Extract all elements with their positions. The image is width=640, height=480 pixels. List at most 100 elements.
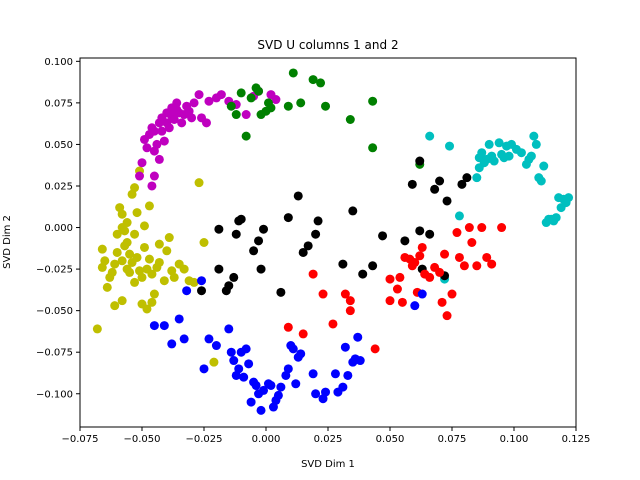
scatter-point [288,68,298,78]
scatter-point [348,206,358,216]
scatter-point [407,179,417,189]
scatter-point [454,252,464,262]
scatter-point [430,184,440,194]
scatter-point [526,151,536,161]
scatter-point [378,231,388,241]
scatter-point [385,274,395,284]
scatter-point [147,269,157,279]
scatter-point [504,151,514,161]
scatter-point [229,356,239,366]
plot-area [92,68,574,415]
scatter-point [214,224,224,234]
scatter-point [229,272,239,282]
scatter-point [296,98,306,108]
scatter-point [236,214,246,224]
scatter-point [244,359,254,369]
scatter-point [147,181,157,191]
scatter-point [425,272,435,282]
y-axis-label: SVD Dim 2 [2,215,13,269]
scatter-point [254,236,264,246]
y-tick-label: −0.050 [36,306,73,317]
scatter-point [472,261,482,271]
x-tick-label: 0.025 [314,434,343,445]
scatter-point [266,103,276,113]
scatter-point [328,319,338,329]
scatter-point [209,357,219,367]
scatter-point [345,306,355,316]
scatter-point [149,126,159,136]
scatter-point [130,277,140,287]
scatter-point [529,131,539,141]
scatter-point [316,78,326,88]
scatter-point [259,224,269,234]
scatter-point [92,324,102,334]
y-tick-label: 0.075 [44,98,73,109]
x-tick-label: −0.075 [61,434,98,445]
scatter-point [437,297,447,307]
scatter-point [112,229,122,239]
scatter-point [216,90,226,100]
scatter-point [397,297,407,307]
scatter-point [415,226,425,236]
scatter-point [162,246,172,256]
scatter-point [152,139,162,149]
scatter-point [159,136,169,146]
scatter-point [97,244,107,254]
scatter-point [313,216,323,226]
scatter-point [224,281,234,291]
scatter-point [497,223,507,233]
scatter-point [425,131,435,141]
scatter-point [189,277,199,287]
scatter-point [400,236,410,246]
scatter-point [122,238,132,247]
scatter-point [459,261,469,271]
scatter-point [445,141,455,151]
x-axis-label: SVD Dim 1 [301,459,355,470]
scatter-point [343,370,353,380]
scatter-point [256,264,266,274]
scatter-point [283,213,293,223]
scatter-point [125,267,135,277]
scatter-point [187,113,197,123]
scatter-point [259,385,269,395]
scatter-point [345,115,355,124]
scatter-point [164,123,174,133]
scatter-point [392,284,402,294]
scatter-point [435,267,445,277]
scatter-point [368,143,378,153]
scatter-point [266,380,276,390]
scatter-point [410,257,420,267]
scatter-point [472,173,482,183]
scatter-point [239,372,249,382]
scatter-point [551,213,561,223]
scatter-point [132,252,142,262]
scatter-point [489,156,499,166]
scatter-point [410,301,420,311]
scatter-point [417,242,427,252]
scatter-point [303,241,313,251]
scatter-point [169,272,179,282]
scatter-point [154,257,164,267]
scatter-point [477,148,487,158]
scatter-point [159,276,169,286]
scatter-point [249,246,259,256]
scatter-point [484,139,494,149]
scatter-point [298,247,308,257]
scatter-point [417,289,427,299]
scatter-point [308,75,318,85]
scatter-point [246,93,256,103]
scatter-point [330,369,340,379]
scatter-point [256,405,266,415]
scatter-point [311,389,321,399]
scatter-point [288,344,298,354]
scatter-point [169,115,179,124]
scatter-point [197,276,207,286]
scatter-point [157,126,167,136]
scatter-point [172,98,182,108]
scatter-point [231,110,241,120]
scatter-point [355,356,365,366]
x-tick-label: −0.050 [123,434,160,445]
scatter-point [204,334,214,344]
scatter-point [454,211,464,221]
